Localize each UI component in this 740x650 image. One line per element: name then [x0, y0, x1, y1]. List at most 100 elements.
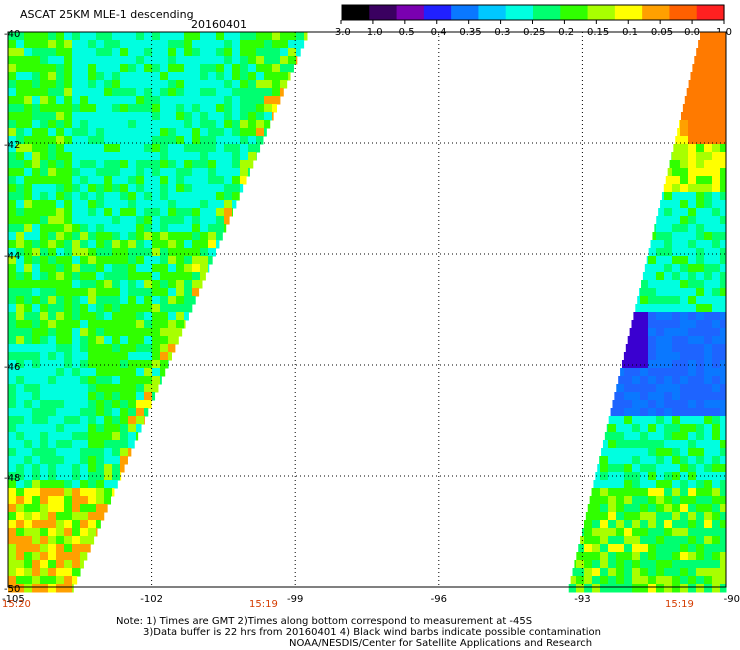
swath-cell: [184, 152, 193, 161]
swath-cell: [680, 392, 689, 401]
swath-cell: [712, 328, 721, 337]
swath-cell: [712, 488, 721, 497]
swath-cell: [32, 528, 41, 537]
swath-cell: [8, 344, 17, 353]
swath-cell: [656, 312, 665, 321]
swath-cell: [240, 120, 249, 129]
swath-cell: [720, 568, 727, 577]
swath-cell: [656, 304, 665, 313]
swath-cell: [600, 480, 609, 489]
colorbar-segment: [614, 5, 643, 20]
swath-cell: [256, 32, 265, 41]
swath-cell: [48, 488, 57, 497]
swath-cell: [136, 432, 139, 441]
swath-cell: [24, 176, 33, 185]
swath-cell: [56, 48, 65, 57]
swath-cell: [680, 192, 689, 201]
swath-cell: [48, 400, 57, 409]
lon-tick-label: -99: [287, 594, 303, 605]
swath-cell: [104, 344, 113, 353]
swath-cell: [160, 112, 169, 121]
swath-cell: [168, 336, 177, 345]
swath-cell: [624, 528, 633, 537]
swath-cell: [712, 368, 721, 377]
swath-cell: [272, 96, 281, 105]
swath-cell: [624, 424, 633, 433]
swath-cell: [16, 80, 25, 89]
swath-cell: [8, 256, 17, 265]
swath-cell: [168, 128, 177, 137]
swath-cell: [280, 32, 289, 41]
swath-cell: [144, 168, 153, 177]
swath-cell: [56, 240, 65, 249]
swath-cell: [120, 392, 129, 401]
lat-labels: -40-42-44-46-48-50: [4, 29, 20, 595]
swath-cell: [112, 488, 115, 497]
swath-cell: [112, 216, 121, 225]
swath-cell: [120, 200, 129, 209]
swath-cell: [720, 128, 727, 137]
swath-cell: [48, 224, 57, 233]
swath-cell: [48, 392, 57, 401]
swath-cell: [128, 200, 137, 209]
swath-cell: [672, 160, 681, 169]
swath-cell: [104, 72, 113, 81]
swath-cell: [112, 72, 121, 81]
swath-cell: [712, 424, 721, 433]
swath-cell: [64, 336, 73, 345]
swath-cell: [664, 256, 673, 265]
swath-cell: [248, 56, 257, 65]
swath-cell: [72, 272, 81, 281]
swath-cell: [200, 152, 209, 161]
swath-cell: [96, 328, 105, 337]
swath-cell: [8, 120, 17, 129]
swath-cell: [720, 512, 727, 521]
swath-cell: [88, 48, 97, 57]
swath-cell: [632, 416, 641, 425]
swath-cell: [224, 40, 233, 49]
swath-cell: [592, 576, 601, 585]
swath-cell: [96, 136, 105, 145]
swath-cell: [136, 216, 145, 225]
swath-cell: [24, 512, 33, 521]
swath-cell: [672, 320, 681, 329]
swath-cell: [176, 40, 185, 49]
swath-cell: [136, 272, 145, 281]
swath-cell: [168, 40, 177, 49]
swath-cell: [112, 328, 121, 337]
swath-cell: [656, 248, 665, 257]
swath-cell: [80, 384, 89, 393]
swath-cell: [696, 496, 705, 505]
swath-cell: [712, 360, 721, 369]
swath-cell: [40, 48, 49, 57]
swath-cell: [176, 112, 185, 121]
swath-cell: [712, 552, 721, 561]
swath-cell: [144, 248, 153, 257]
swath-cell: [696, 320, 705, 329]
swath-cell: [696, 48, 705, 57]
swath-cell: [272, 88, 281, 97]
swath-cell: [672, 536, 681, 545]
swath-cell: [16, 168, 25, 177]
swath-cell: [128, 248, 137, 257]
swath-cell: [232, 192, 240, 201]
swath-cell: [80, 320, 89, 329]
swath-cell: [72, 440, 81, 449]
swath-cell: [168, 288, 177, 297]
swath-cell: [664, 248, 673, 257]
swath-cell: [96, 104, 105, 113]
swath-cell: [632, 440, 641, 449]
swath-cell: [80, 240, 89, 249]
swath-cell: [56, 584, 65, 593]
swath-cell: [656, 352, 665, 361]
swath-cell: [600, 512, 609, 521]
swath-cell: [648, 456, 657, 465]
swath-cell: [704, 136, 713, 145]
swath-cell: [72, 208, 81, 217]
swath-cell: [184, 320, 186, 329]
swath-cell: [24, 128, 33, 137]
swath-cell: [56, 128, 65, 137]
swath-cell: [704, 200, 713, 209]
swath-cell: [712, 312, 721, 321]
swath-cell: [120, 440, 129, 449]
